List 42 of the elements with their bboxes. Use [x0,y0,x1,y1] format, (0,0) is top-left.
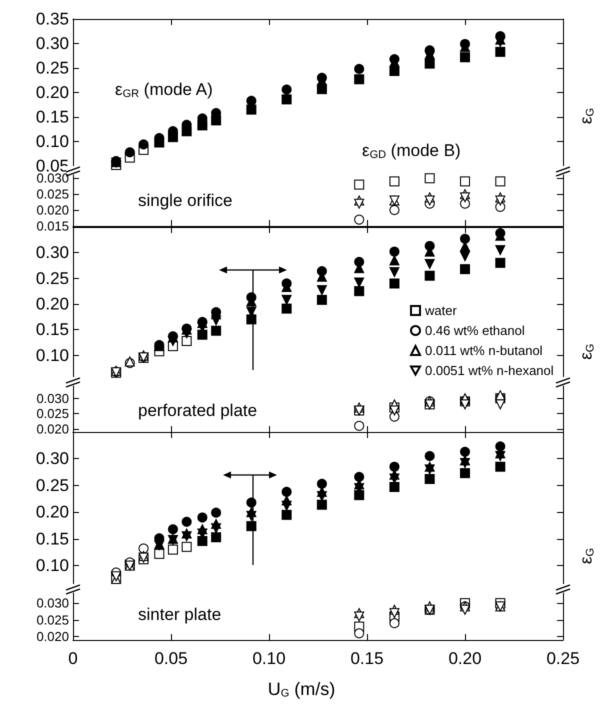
y-tick-label: 0.025 [36,612,69,628]
y-tick-label: 0.25 [36,268,69,288]
y-tick-label: 0.15 [36,529,69,548]
y-tick-label: 0.30 [36,34,69,53]
y-tick-label: 0.30 [36,449,69,468]
y-tick-label: 0.015 [36,218,69,234]
y-tick-label: 0.20 [36,83,69,102]
y-tick-label: 0.25 [36,476,69,495]
x-tick-label: 0.25 [546,649,580,668]
legend-label: 0.0051 wt% n-hexanol [425,363,554,378]
y-tick-label: 0.25 [36,58,69,78]
x-tick-label: 0 [68,649,78,668]
y-tick-label: 0.020 [36,421,69,436]
annotation: perforated plate [138,401,258,420]
y-tick-label: 0.35 [36,10,69,28]
x-tick-label: 0.15 [350,649,384,668]
y-tick-label: 0.030 [36,596,69,611]
y-tick-label: 0.30 [36,243,69,262]
x-tick-label: 0.10 [252,649,286,668]
y-tick-label: 0.20 [36,502,69,522]
y-tick-label: 0.10 [36,556,69,576]
y-tick-label: 0.10 [36,132,69,151]
y-tick-label: 0.025 [36,186,69,202]
y-tick-label: 0.020 [36,629,69,644]
legend-label: 0.011 wt% n-butanol [425,343,543,358]
annotation: single orifice [138,191,232,210]
y-tick-label: 0.20 [36,294,69,314]
y-tick-label: 0.025 [36,406,69,422]
x-tick-label: 0.05 [154,649,188,668]
y-tick-label: 0.15 [36,108,69,126]
y-tick-label: 0.10 [36,346,69,365]
y-tick-label: 0.030 [36,170,69,186]
y-axis-title: εG [576,108,596,124]
x-tick-label: 0.20 [448,649,482,668]
y-axis-title: εG [576,548,596,564]
annotation: sinter plate [138,605,222,624]
legend-label: water [424,303,458,318]
y-tick-label: 0.030 [36,390,69,406]
y-tick-label: 0.15 [36,320,69,340]
y-axis-title: εG [576,344,596,360]
y-tick-label: 0.020 [36,202,69,218]
legend-label: 0.46 wt% ethanol [425,323,525,338]
